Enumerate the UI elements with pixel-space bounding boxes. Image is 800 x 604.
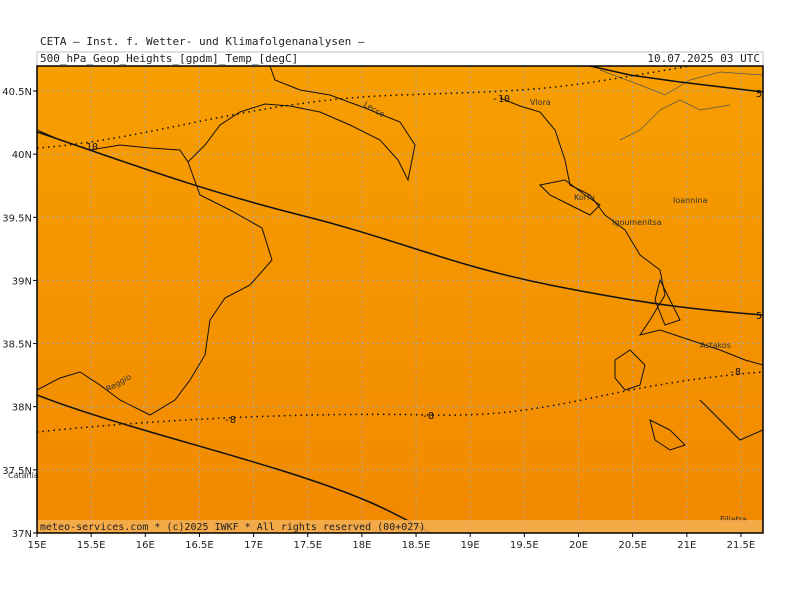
map-frame bbox=[36, 65, 764, 534]
contour-label: -8 bbox=[729, 367, 741, 378]
contours bbox=[37, 66, 763, 533]
axes: 15E 15.5E 16E 16.5E 17E 17.5E 18E 18.5E 19E 19.5E… bbox=[2, 87, 755, 551]
lat-label: 38.5N bbox=[2, 340, 32, 351]
valid-time: 10.07.2025 03 UTC bbox=[647, 52, 760, 65]
contour-label: -10 bbox=[80, 142, 98, 153]
lat-label: 37N bbox=[12, 529, 32, 540]
contour-label: -8 bbox=[422, 411, 434, 422]
lon-label: 21.5E bbox=[727, 540, 756, 551]
map-area bbox=[37, 66, 763, 533]
place-label: Ioannina bbox=[673, 196, 708, 205]
place-label: Korfu bbox=[574, 193, 595, 202]
lon-label: 18E bbox=[352, 540, 371, 551]
place-label: Igoumenitsa bbox=[612, 218, 662, 227]
footer-credit: meteo-services.com * (c)2025 IWKF * All … bbox=[40, 522, 425, 533]
contour-label: 5 bbox=[756, 89, 762, 100]
lon-label: 21E bbox=[677, 540, 696, 551]
contour-label: -8 bbox=[224, 415, 236, 426]
place-label: Filiatra bbox=[720, 515, 747, 524]
lat-label: 40N bbox=[12, 150, 32, 161]
lon-label: 20.5E bbox=[618, 540, 647, 551]
contour-label: 5 bbox=[756, 311, 762, 322]
coastlines bbox=[37, 66, 763, 451]
lat-label: 39.5N bbox=[2, 213, 32, 224]
product-label: 500_hPa_Geop_Heights_[gpdm]_Temp_[degC] bbox=[40, 52, 298, 65]
lon-label: 15E bbox=[27, 540, 46, 551]
lat-label: 38N bbox=[12, 403, 32, 414]
place-label: Astakos bbox=[700, 341, 731, 350]
lon-label: 17.5E bbox=[293, 540, 322, 551]
lon-label: 20E bbox=[569, 540, 588, 551]
lon-label: 18.5E bbox=[402, 540, 431, 551]
lon-label: 16E bbox=[136, 540, 155, 551]
place-label: Catania bbox=[8, 471, 39, 480]
lon-label: 17E bbox=[244, 540, 263, 551]
grid bbox=[37, 66, 763, 533]
header-title: CETA — Inst. f. Wetter- und Klimafolgena… bbox=[40, 35, 365, 48]
contour-label: -10 bbox=[492, 94, 510, 105]
lon-label: 15.5E bbox=[77, 540, 106, 551]
lon-label: 19.5E bbox=[510, 540, 539, 551]
footer-bar bbox=[37, 520, 763, 533]
lat-label: 39N bbox=[12, 276, 32, 287]
lon-label: 19E bbox=[461, 540, 480, 551]
lat-label: 40.5N bbox=[2, 87, 32, 98]
lat-label: 37.5N bbox=[2, 466, 32, 477]
place-label: Vlora bbox=[530, 98, 551, 107]
lon-label: 16.5E bbox=[185, 540, 214, 551]
